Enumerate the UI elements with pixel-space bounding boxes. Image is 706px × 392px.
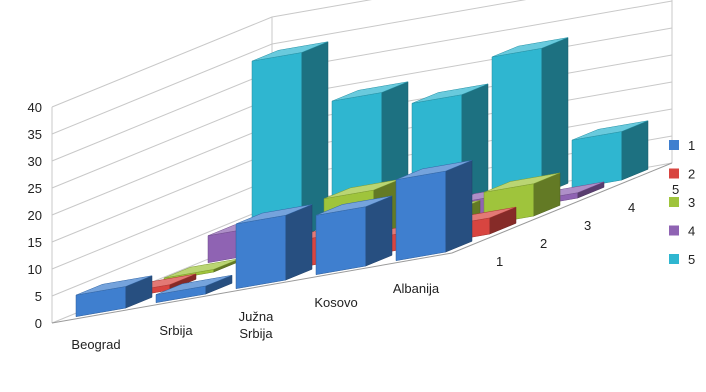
category-label: Kosovo [314,295,357,310]
y-tick-label: 40 [28,100,42,115]
legend-label: 1 [688,138,695,153]
category-label: Srbija [159,323,193,338]
legend-swatch [669,197,679,207]
legend-label: 5 [688,252,695,267]
y-tick-label: 15 [28,235,42,250]
depth-label: 2 [540,236,547,251]
y-tick-label: 0 [35,316,42,331]
chart-legend: 1 2 3 4 5 [669,138,695,267]
legend-label: 4 [688,224,695,239]
legend-swatch [669,254,679,264]
category-label: Beograd [71,337,120,352]
bar-s5-5 [572,121,648,189]
bar-s1-3 [236,205,312,289]
depth-label: 5 [672,182,679,197]
legend-label: 2 [688,167,695,182]
legend-label: 3 [688,195,695,210]
y-tick-label: 5 [35,289,42,304]
chart-bars [76,38,648,317]
category-label: Albanija [393,281,440,296]
legend-swatch [669,226,679,236]
legend-swatch [669,140,679,150]
y-tick-label: 35 [28,127,42,142]
bar-s1-5 [396,160,472,260]
y-tick-label: 10 [28,262,42,277]
depth-label: 3 [584,218,591,233]
y-tick-label: 30 [28,154,42,169]
y-tick-label: 20 [28,208,42,223]
depth-label: 1 [496,254,503,269]
legend-swatch [669,169,679,179]
depth-label: 4 [628,200,635,215]
y-tick-label: 25 [28,181,42,196]
category-label: Južna Srbija [239,309,274,341]
